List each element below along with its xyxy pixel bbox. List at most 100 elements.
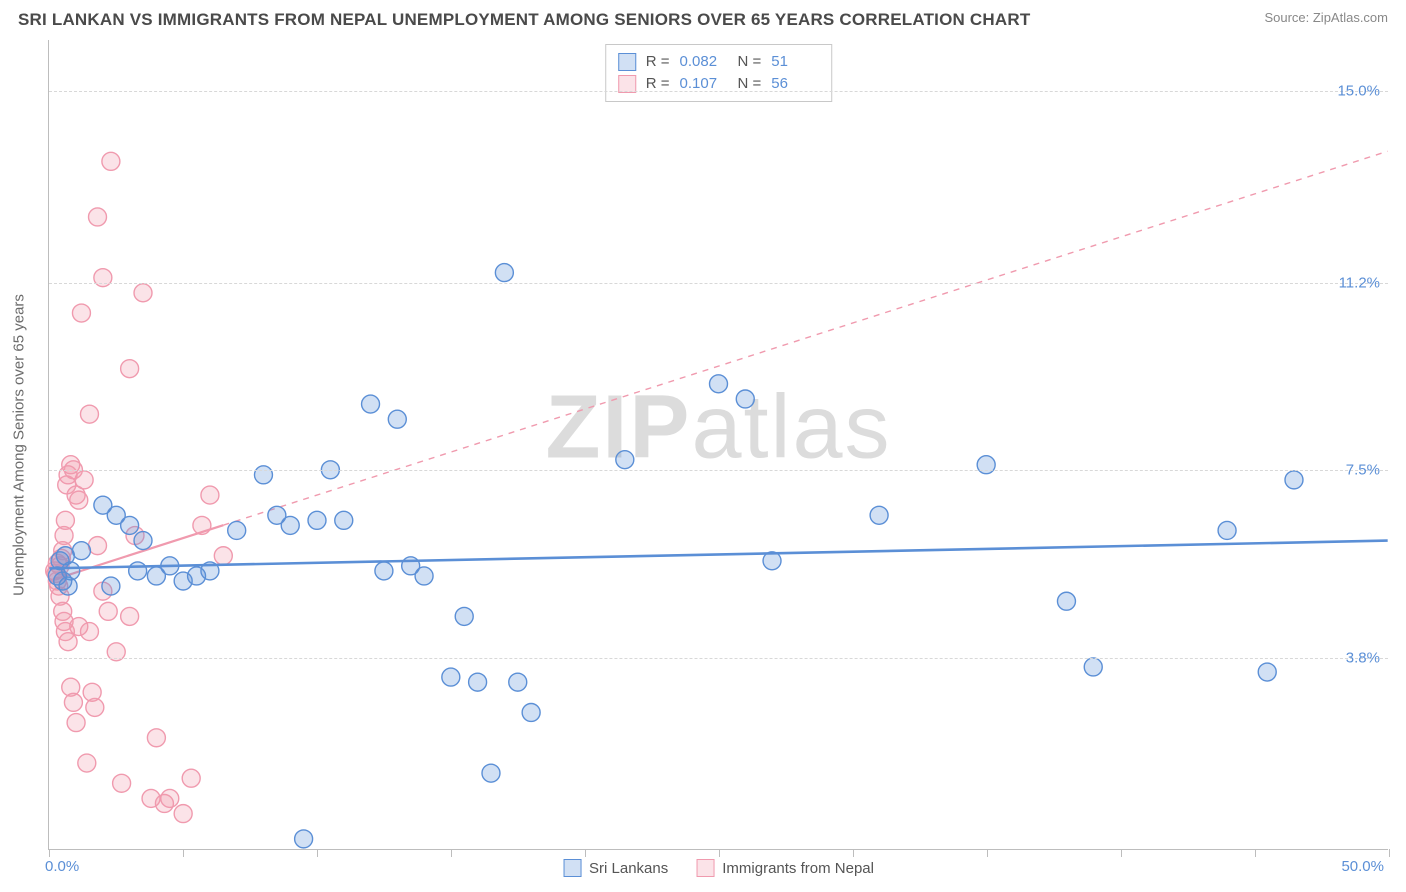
x-tick (451, 849, 452, 857)
data-point-blue (870, 506, 888, 524)
chart-title: SRI LANKAN VS IMMIGRANTS FROM NEPAL UNEM… (18, 10, 1030, 30)
x-tick (183, 849, 184, 857)
source-prefix: Source: (1264, 10, 1312, 25)
data-point-pink (80, 623, 98, 641)
data-point-blue (281, 516, 299, 534)
data-point-pink (147, 729, 165, 747)
legend-series: Sri Lankans Immigrants from Nepal (563, 859, 874, 877)
data-point-blue (1258, 663, 1276, 681)
plot-area: Unemployment Among Seniors over 65 years… (48, 40, 1388, 850)
legend-r-label: R = (646, 73, 670, 95)
gridline (49, 658, 1388, 659)
data-point-blue (102, 577, 120, 595)
data-point-blue (62, 562, 80, 580)
legend-r-label: R = (646, 51, 670, 73)
x-axis-max-label: 50.0% (1341, 858, 1384, 875)
data-point-blue (1084, 658, 1102, 676)
legend-swatch (618, 53, 636, 71)
x-tick (1255, 849, 1256, 857)
data-point-pink (121, 607, 139, 625)
x-tick (49, 849, 50, 857)
data-point-blue (335, 511, 353, 529)
plot-svg (49, 40, 1388, 849)
gridline (49, 91, 1388, 92)
legend-stats-row: R = 0.107 N = 56 (618, 73, 820, 95)
legend-n-label: N = (738, 73, 762, 95)
data-point-pink (182, 769, 200, 787)
data-point-pink (113, 774, 131, 792)
y-axis-title: Unemployment Among Seniors over 65 years (11, 294, 28, 596)
legend-n-value: 51 (771, 51, 819, 73)
data-point-blue (1057, 592, 1075, 610)
data-point-blue (522, 703, 540, 721)
data-point-blue (1285, 471, 1303, 489)
data-point-pink (214, 547, 232, 565)
legend-stats-row: R = 0.082 N = 51 (618, 51, 820, 73)
data-point-pink (70, 491, 88, 509)
data-point-blue (495, 264, 513, 282)
source-label: Source: ZipAtlas.com (1264, 10, 1388, 25)
legend-item: Sri Lankans (563, 859, 668, 877)
data-point-blue (442, 668, 460, 686)
legend-r-value: 0.107 (680, 73, 728, 95)
data-point-blue (134, 532, 152, 550)
data-point-pink (89, 537, 107, 555)
data-point-pink (80, 405, 98, 423)
data-point-blue (736, 390, 754, 408)
data-point-blue (308, 511, 326, 529)
data-point-blue (228, 521, 246, 539)
legend-item-label: Immigrants from Nepal (722, 860, 874, 877)
data-point-blue (375, 562, 393, 580)
source-link[interactable]: ZipAtlas.com (1313, 10, 1388, 25)
data-point-pink (72, 304, 90, 322)
gridline (49, 283, 1388, 284)
data-point-blue (482, 764, 500, 782)
trend-line-blue (49, 541, 1387, 569)
data-point-pink (64, 693, 82, 711)
data-point-pink (59, 633, 77, 651)
data-point-blue (388, 410, 406, 428)
x-tick (585, 849, 586, 857)
gridline (49, 470, 1388, 471)
legend-item: Immigrants from Nepal (696, 859, 874, 877)
data-point-blue (509, 673, 527, 691)
data-point-pink (102, 152, 120, 170)
legend-stats: R = 0.082 N = 51 R = 0.107 N = 56 (605, 44, 833, 102)
x-tick (719, 849, 720, 857)
x-tick (853, 849, 854, 857)
legend-r-value: 0.082 (680, 51, 728, 73)
y-tick-label: 7.5% (1346, 462, 1380, 479)
trend-line-dashed-pink (223, 151, 1387, 525)
data-point-pink (201, 486, 219, 504)
x-axis-min-label: 0.0% (45, 858, 79, 875)
data-point-blue (362, 395, 380, 413)
x-tick (317, 849, 318, 857)
legend-n-value: 56 (771, 73, 819, 95)
x-tick (1121, 849, 1122, 857)
data-point-blue (710, 375, 728, 393)
y-tick-label: 3.8% (1346, 649, 1380, 666)
legend-item-label: Sri Lankans (589, 860, 668, 877)
data-point-blue (455, 607, 473, 625)
y-tick-label: 15.0% (1337, 82, 1380, 99)
data-point-pink (161, 789, 179, 807)
data-point-pink (121, 360, 139, 378)
data-point-blue (121, 516, 139, 534)
data-point-pink (174, 805, 192, 823)
data-point-pink (56, 511, 74, 529)
data-point-pink (89, 208, 107, 226)
data-point-blue (469, 673, 487, 691)
data-point-blue (616, 451, 634, 469)
legend-swatch (696, 859, 714, 877)
data-point-pink (67, 714, 85, 732)
legend-n-label: N = (738, 51, 762, 73)
x-tick (987, 849, 988, 857)
data-point-pink (78, 754, 96, 772)
data-point-blue (295, 830, 313, 848)
y-tick-label: 11.2% (1339, 275, 1380, 292)
data-point-blue (254, 466, 272, 484)
data-point-blue (72, 542, 90, 560)
data-point-blue (129, 562, 147, 580)
data-point-pink (86, 698, 104, 716)
legend-swatch (563, 859, 581, 877)
